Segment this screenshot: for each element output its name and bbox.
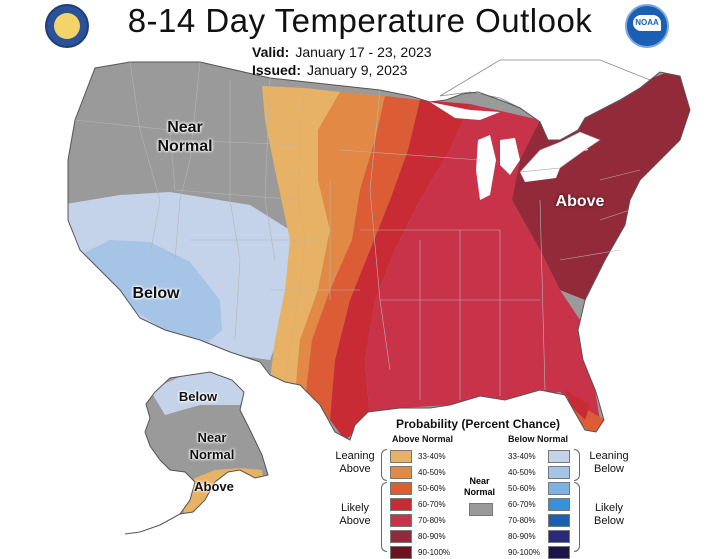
legend-range-label: 70-80%	[418, 516, 446, 525]
legend-row-above-1: 33-40%	[390, 450, 446, 463]
legend-swatch	[390, 514, 412, 527]
legend-row-below-7: 90-100%	[508, 546, 576, 559]
legend-row-above-2: 40-50%	[390, 466, 446, 479]
legend-swatch	[548, 546, 570, 559]
label-ak-near-normal: Near Normal	[189, 430, 235, 462]
issued-date: Issued: January 9, 2023	[252, 62, 407, 78]
valid-label: Valid:	[252, 44, 290, 60]
brace-likely-below	[574, 482, 580, 552]
legend-range-label: 70-80%	[508, 516, 536, 525]
issued-date-value: January 9, 2023	[307, 62, 408, 78]
legend-near-normal-swatch	[469, 503, 493, 516]
legend-row-above-5: 70-80%	[390, 514, 446, 527]
legend-range-label: 33-40%	[508, 452, 536, 461]
legend-near-normal: Near Normal	[464, 476, 496, 497]
legend-range-label: 90-100%	[508, 548, 541, 557]
legend-above-header: Above Normal	[392, 434, 454, 444]
legend-swatch	[390, 498, 412, 511]
label-conus-below: Below	[132, 285, 180, 302]
map-title: 8-14 Day Temperature Outlook	[127, 2, 593, 39]
legend-row-below-6: 80-90%	[508, 530, 576, 543]
legend-row-below-4: 60-70%	[508, 498, 576, 511]
brace-likely-above	[381, 482, 387, 552]
legend-likely-above: Likely Above	[339, 502, 371, 527]
legend-row-below-3: 50-60%	[508, 482, 576, 495]
legend-range-label: 80-90%	[508, 532, 536, 541]
brace-leaning-below	[574, 449, 580, 481]
label-conus-above: Above	[555, 193, 605, 210]
noaa-logo-text: NOAA	[635, 18, 659, 27]
legend-range-label: 33-40%	[418, 452, 446, 461]
legend-title: Probability (Percent Chance)	[396, 417, 561, 431]
label-conus-near-normal: Near Normal	[157, 119, 213, 155]
dept-of-commerce-seal-icon	[45, 4, 89, 48]
legend-range-label: 80-90%	[418, 532, 446, 541]
label-ak-below: Below	[178, 389, 218, 404]
legend-swatch	[390, 546, 412, 559]
legend-range-label: 50-60%	[418, 484, 446, 493]
legend-swatch	[548, 498, 570, 511]
legend-swatch	[390, 530, 412, 543]
legend-swatch	[548, 530, 570, 543]
legend-row-below-5: 70-80%	[508, 514, 576, 527]
legend-likely-below: Likely Below	[594, 502, 624, 527]
valid-dates: January 17 - 23, 2023	[295, 44, 432, 60]
legend-swatch	[548, 482, 570, 495]
legend-range-label: 90-100%	[418, 548, 451, 557]
legend-swatch	[548, 514, 570, 527]
legend-row-below-1: 33-40%	[508, 450, 576, 463]
legend-swatch	[390, 450, 412, 463]
issued-label: Issued:	[252, 62, 302, 78]
noaa-logo-icon: NOAA	[625, 4, 669, 48]
legend-row-below-2: 40-50%	[508, 466, 576, 479]
legend-swatch	[390, 466, 412, 479]
legend-row-above-3: 50-60%	[390, 482, 446, 495]
legend-row-above-6: 80-90%	[390, 530, 446, 543]
valid-period: Valid: January 17 - 23, 2023	[252, 44, 432, 60]
legend-row-above-4: 60-70%	[390, 498, 446, 511]
legend-leaning-above: Leaning Above	[335, 450, 375, 475]
legend-range-label: 60-70%	[508, 500, 536, 509]
legend-swatch	[548, 450, 570, 463]
legend-range-label: 40-50%	[508, 468, 536, 477]
legend-range-label: 40-50%	[418, 468, 446, 477]
brace-leaning-above	[381, 449, 387, 481]
legend-below-header: Below Normal	[508, 434, 569, 444]
legend-range-label: 60-70%	[418, 500, 446, 509]
legend-row-above-7: 90-100%	[390, 546, 450, 559]
legend-leaning-below: Leaning Below	[589, 450, 629, 475]
legend-swatch	[390, 482, 412, 495]
legend-range-label: 50-60%	[508, 484, 536, 493]
legend-swatch	[548, 466, 570, 479]
label-ak-above: Above	[194, 479, 234, 494]
